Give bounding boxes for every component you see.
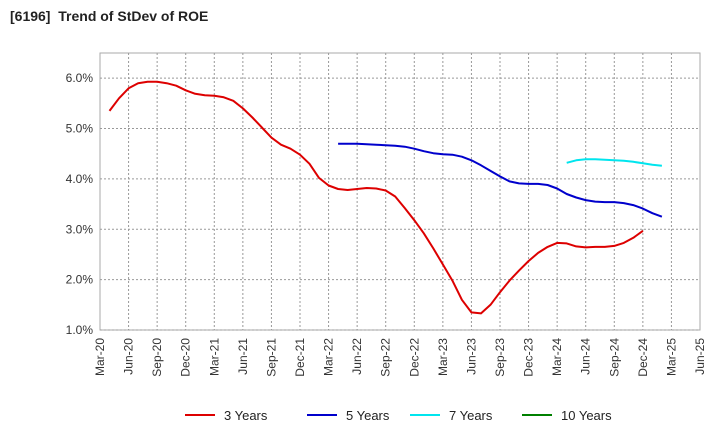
legend: 3 Years 5 Years 7 Years 10 Years: [185, 408, 612, 423]
x-tick-label: Jun-22: [350, 338, 364, 375]
x-tick-label: Sep-22: [379, 338, 393, 377]
legend-label-5-years: 5 Years: [346, 408, 390, 423]
x-tick-label: Jun-25: [693, 338, 707, 375]
x-axis: Mar-20 Jun-20 Sep-20 Dec-20 Mar-21 Jun-21 Sep-…: [93, 338, 707, 377]
x-tick-label: Dec-22: [407, 338, 421, 377]
x-tick-label: Sep-20: [150, 338, 164, 377]
y-tick-label: 2.0%: [66, 273, 94, 287]
y-tick-label: 3.0%: [66, 222, 94, 236]
chart-title: [6196] Trend of StDev of ROE: [10, 8, 209, 24]
x-tick-label: Dec-23: [522, 338, 536, 377]
x-tick-label: Sep-21: [264, 338, 278, 377]
x-tick-label: Mar-21: [207, 338, 221, 376]
series-layer: [108, 80, 663, 315]
y-axis: 1.0% 2.0% 3.0% 4.0% 5.0% 6.0%: [66, 71, 94, 337]
x-tick-label: Dec-21: [293, 338, 307, 377]
x-tick-label: Mar-22: [322, 338, 336, 376]
x-tick-label: Jun-20: [122, 338, 136, 375]
series-line-3-years: [108, 80, 644, 315]
x-tick-label: Jun-23: [464, 338, 478, 375]
y-tick-label: 6.0%: [66, 71, 94, 85]
y-tick-label: 1.0%: [66, 323, 94, 337]
x-tick-label: Sep-23: [493, 338, 507, 377]
plot-area: [99, 52, 701, 331]
x-tick-label: Mar-23: [436, 338, 450, 376]
legend-label-7-years: 7 Years: [449, 408, 493, 423]
x-tick-label: Mar-24: [550, 338, 564, 376]
x-tick-label: Sep-24: [607, 338, 621, 377]
y-tick-label: 5.0%: [66, 122, 94, 136]
x-tick-label: Mar-20: [93, 338, 107, 376]
y-tick-label: 4.0%: [66, 172, 94, 186]
x-tick-label: Dec-20: [179, 338, 193, 377]
series-line-5-years: [338, 142, 663, 218]
legend-label-10-years: 10 Years: [561, 408, 612, 423]
x-tick-label: Dec-24: [636, 338, 650, 377]
x-tick-label: Mar-25: [664, 338, 678, 376]
legend-label-3-years: 3 Years: [224, 408, 268, 423]
series-line-7-years: [566, 158, 663, 167]
grid-layer: [100, 53, 700, 331]
x-tick-label: Jun-24: [579, 338, 593, 375]
x-tick-label: Jun-21: [236, 338, 250, 375]
